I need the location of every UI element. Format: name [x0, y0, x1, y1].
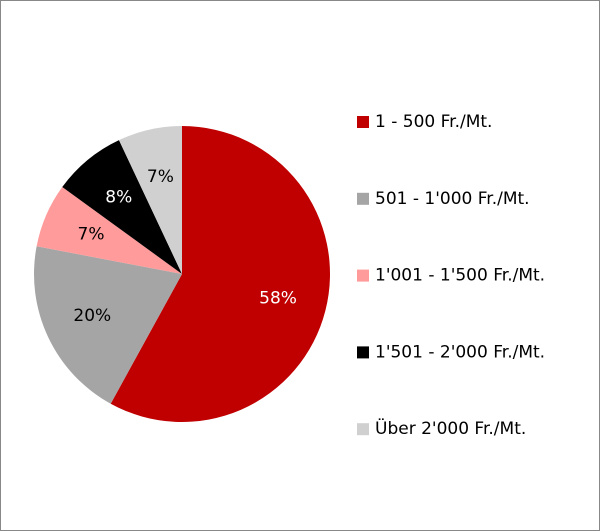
data-label: 8%	[105, 188, 132, 208]
data-label: 7%	[147, 167, 174, 187]
data-label: 7%	[78, 225, 105, 245]
legend-label: 501 - 1'000 Fr./Mt.	[375, 189, 530, 209]
legend-swatch	[357, 269, 369, 282]
legend-swatch	[357, 192, 369, 205]
data-label: 20%	[73, 306, 111, 326]
legend-label: Über 2'000 Fr./Mt.	[375, 417, 526, 439]
data-label: 58%	[259, 289, 297, 309]
pie-slice	[118, 126, 182, 274]
pie-slice	[62, 140, 182, 274]
pie-slice	[110, 126, 331, 422]
legend-swatch	[357, 346, 369, 359]
legend-label: 1'001 - 1'500 Fr./Mt.	[375, 266, 545, 286]
legend-label: 1'501 - 2'000 Fr./Mt.	[375, 342, 545, 362]
legend-swatch	[357, 423, 369, 436]
pie-slice	[34, 246, 182, 404]
pie-slice	[36, 187, 182, 274]
legend-swatch	[357, 116, 369, 128]
legend-label: 1 - 500 Fr./Mt.	[375, 112, 492, 132]
